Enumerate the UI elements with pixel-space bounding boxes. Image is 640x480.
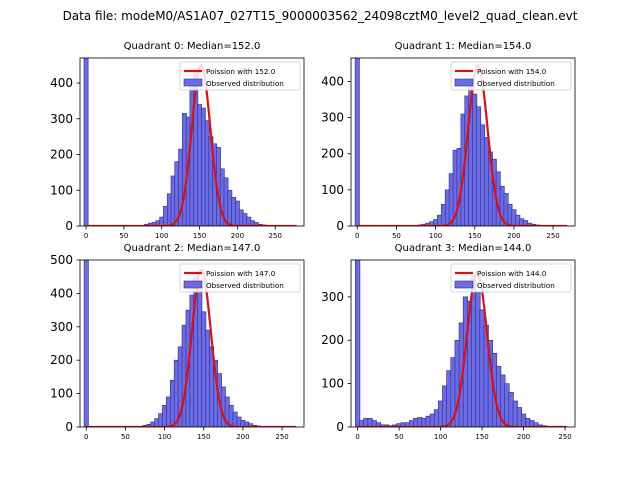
axes-frame bbox=[79, 57, 305, 227]
histogram-bar bbox=[83, 58, 89, 226]
y-tick-label: 200 bbox=[321, 333, 344, 347]
y-tick-label: 100 bbox=[321, 183, 344, 197]
x-tick-label: 200 bbox=[231, 232, 244, 240]
x-tick-label: 200 bbox=[236, 433, 249, 441]
y-tick-label: 400 bbox=[321, 74, 344, 88]
y-tick-label: 100 bbox=[321, 377, 344, 391]
panels-container: Quadrant 0: Median=152.0 0 50 100 150 200 250 0… bbox=[50, 41, 576, 441]
plot-area bbox=[83, 58, 297, 226]
y-tick-label: 100 bbox=[50, 387, 73, 401]
quadrant-title: Quadrant 2: Median=147.0 bbox=[124, 243, 261, 254]
x-tick-label: 200 bbox=[507, 232, 520, 240]
x-tick-label: 50 bbox=[395, 433, 404, 441]
x-tick-label: 200 bbox=[517, 433, 530, 441]
x-tick-label: 250 bbox=[275, 433, 288, 441]
y-tick-label: 200 bbox=[321, 147, 344, 161]
x-tick-label: 100 bbox=[429, 232, 442, 240]
y-tick-label: 400 bbox=[50, 286, 73, 300]
x-tick-label: 150 bbox=[468, 232, 481, 240]
histogram-bar bbox=[354, 58, 360, 226]
poisson-curve bbox=[357, 63, 568, 226]
quadrant-panel-0: Quadrant 0: Median=152.0 0 50 100 150 200 250 0… bbox=[50, 41, 305, 240]
plot-area bbox=[354, 58, 568, 226]
legend-observed-label: Observed distribution bbox=[206, 79, 284, 88]
axes-frame bbox=[350, 259, 576, 428]
y-tick-label: 400 bbox=[50, 76, 73, 90]
legend-bar-swatch bbox=[454, 280, 474, 289]
poisson-curve bbox=[86, 268, 297, 427]
x-tick-label: 50 bbox=[392, 232, 401, 240]
legend-bar-swatch bbox=[183, 78, 203, 87]
legend-observed-label: Observed distribution bbox=[206, 281, 284, 290]
legend-box bbox=[179, 61, 301, 91]
legend: Poission with 147.0 Observed distribution bbox=[179, 263, 301, 293]
legend: Poission with 144.0 Observed distribution bbox=[450, 263, 572, 293]
x-tick-label: 250 bbox=[546, 232, 559, 240]
legend-observed-label: Observed distribution bbox=[477, 79, 555, 88]
y-tick-label: 0 bbox=[336, 420, 344, 434]
x-tick-label: 0 bbox=[84, 433, 88, 441]
quadrant-title: Quadrant 0: Median=152.0 bbox=[124, 41, 261, 52]
y-tick-label: 300 bbox=[321, 290, 344, 304]
plot-area bbox=[83, 260, 297, 427]
quadrant-panel-1: Quadrant 1: Median=154.0 0 50 100 150 200 250 0… bbox=[321, 41, 576, 240]
legend-poisson-label: Poission with 152.0 bbox=[206, 67, 276, 76]
x-tick-label: 50 bbox=[119, 232, 128, 240]
legend-poisson-label: Poission with 154.0 bbox=[477, 67, 547, 76]
legend-bar-swatch bbox=[454, 78, 474, 87]
quadrant-panel-2: Quadrant 2: Median=147.0 0 50 100 150 200 250 0… bbox=[50, 243, 305, 441]
y-tick-label: 0 bbox=[65, 420, 73, 434]
x-tick-label: 250 bbox=[269, 232, 282, 240]
poisson-curve bbox=[357, 271, 567, 427]
x-tick-label: 150 bbox=[475, 433, 488, 441]
quadrant-panel-3: Quadrant 3: Median=144.0 0 50 100 150 200 250 0… bbox=[321, 243, 576, 441]
legend: Poission with 154.0 Observed distribution bbox=[450, 61, 572, 91]
histogram-bar bbox=[355, 260, 361, 427]
legend-box bbox=[179, 263, 301, 293]
y-tick-label: 200 bbox=[50, 353, 73, 367]
plot-area bbox=[355, 260, 567, 427]
y-tick-label: 0 bbox=[65, 219, 73, 233]
x-tick-label: 0 bbox=[355, 433, 359, 441]
y-tick-label: 500 bbox=[50, 253, 73, 267]
legend-box bbox=[450, 61, 572, 91]
x-tick-label: 250 bbox=[558, 433, 571, 441]
y-tick-label: 100 bbox=[50, 183, 73, 197]
y-tick-label: 300 bbox=[321, 111, 344, 125]
x-tick-label: 100 bbox=[434, 433, 447, 441]
histogram-bar bbox=[83, 260, 89, 427]
quadrant-title: Quadrant 1: Median=154.0 bbox=[395, 41, 532, 52]
y-tick-label: 300 bbox=[50, 112, 73, 126]
legend-poisson-label: Poission with 147.0 bbox=[206, 269, 276, 278]
x-tick-label: 50 bbox=[121, 433, 130, 441]
x-tick-label: 0 bbox=[355, 232, 359, 240]
y-tick-label: 200 bbox=[50, 148, 73, 162]
x-tick-label: 150 bbox=[193, 232, 206, 240]
y-tick-label: 300 bbox=[50, 320, 73, 334]
legend-poisson-label: Poission with 144.0 bbox=[477, 269, 547, 278]
x-tick-label: 150 bbox=[197, 433, 210, 441]
legend-bar-swatch bbox=[183, 280, 203, 289]
legend-box bbox=[450, 263, 572, 293]
axes-frame bbox=[350, 57, 576, 227]
figure-title: Data file: modeM0/AS1A07_027T15_90000035… bbox=[63, 9, 578, 23]
poisson-curve bbox=[86, 63, 297, 226]
y-tick-label: 0 bbox=[336, 219, 344, 233]
x-tick-label: 100 bbox=[158, 433, 171, 441]
x-tick-label: 0 bbox=[84, 232, 88, 240]
legend: Poission with 152.0 Observed distribution bbox=[179, 61, 301, 91]
legend-observed-label: Observed distribution bbox=[477, 281, 555, 290]
axes-frame bbox=[79, 259, 305, 428]
x-tick-label: 100 bbox=[155, 232, 168, 240]
quadrant-title: Quadrant 3: Median=144.0 bbox=[395, 243, 532, 254]
